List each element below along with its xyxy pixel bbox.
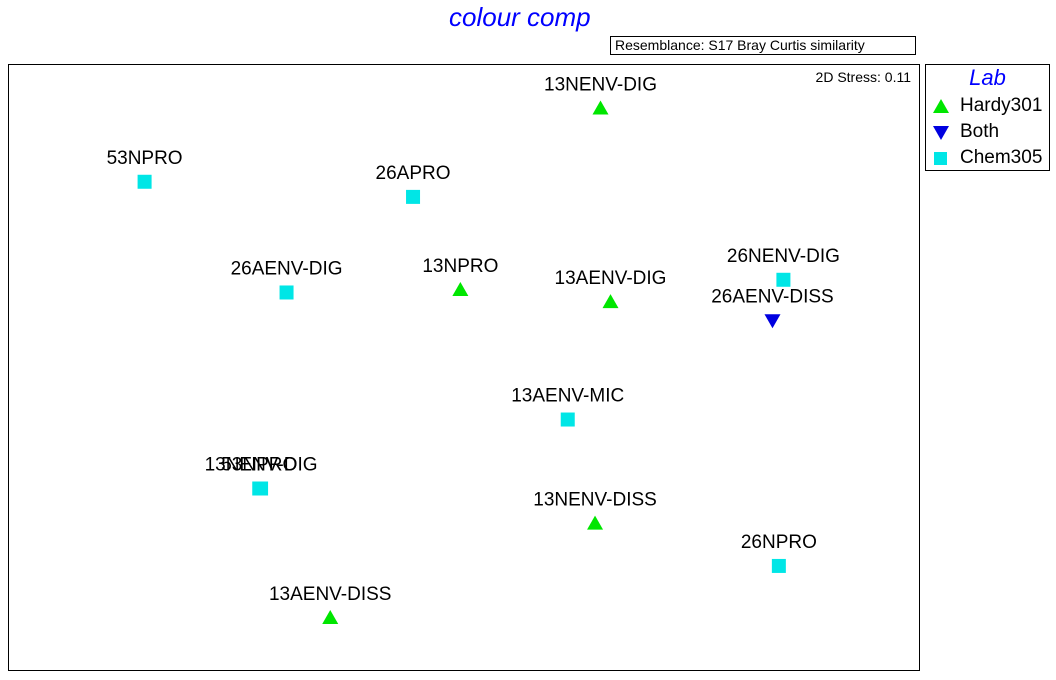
point-label-13nenv-diss: 13NENV-DISS — [533, 490, 657, 511]
point-label-26aenv-dig: 26AENV-DIG — [231, 258, 343, 279]
legend-label: Hardy301 — [960, 95, 1043, 116]
point-chem305-13aenv-mic — [560, 412, 575, 427]
legend-label: Chem305 — [960, 147, 1043, 168]
point-chem305-13nenv-dig — [254, 481, 269, 496]
point-label-13aenv-mic: 13AENV-MIC — [511, 386, 624, 407]
chart-title-text: colour comp — [449, 2, 591, 32]
legend-square-icon — [934, 152, 947, 165]
point-label-13npro: 13NPRO — [422, 256, 498, 277]
point-chem305-26nenv-dig — [776, 272, 791, 287]
point-chem305-26apro — [406, 189, 421, 204]
point-label-53npro: 53NPRO — [221, 455, 297, 476]
point-chem305-53npro — [137, 174, 152, 189]
point-label-13aenv-dig: 13AENV-DIG — [555, 268, 667, 289]
point-label-13nenv-dig: 13NENV-DIG — [205, 455, 318, 476]
point-both-26aenv-diss — [764, 314, 781, 329]
point-label-26apro: 26APRO — [376, 163, 451, 184]
legend-title: Lab — [969, 65, 1006, 90]
point-hardy301-13nenv-diss — [587, 515, 604, 530]
legend: Lab Hardy301 Both Chem305 — [925, 64, 1050, 171]
point-label-13nenv-dig: 13NENV-DIG — [544, 75, 657, 96]
point-label-26aenv-diss: 26AENV-DISS — [711, 286, 834, 307]
scatter-plot: 13NENV-DIG 13NPRO 13AENV-DIG 13NENV-DISS 13A… — [107, 75, 840, 624]
point-hardy301-13npro — [452, 282, 469, 297]
plot-area: 13NENV-DIG 13NPRO 13AENV-DIG 13NENV-DISS 13A… — [8, 64, 920, 671]
legend-triangle-up-icon — [933, 99, 949, 113]
point-chem305-26aenv-dig — [279, 285, 294, 300]
legend-triangle-down-icon — [933, 126, 949, 140]
point-label-26nenv-dig: 26NENV-DIG — [727, 246, 840, 267]
point-label-13aenv-diss: 13AENV-DISS — [269, 584, 392, 605]
point-chem305-26npro — [771, 558, 786, 573]
point-hardy301-13nenv-dig — [592, 100, 609, 115]
stress-label: 2D Stress: 0.11 — [815, 69, 911, 85]
resemblance-box: Resemblance: S17 Bray Curtis similarity — [610, 36, 916, 55]
point-hardy301-13aenv-diss — [322, 609, 339, 624]
point-label-53npro: 53NPRO — [107, 148, 183, 169]
point-hardy301-13aenv-dig — [602, 294, 619, 309]
point-label-26npro: 26NPRO — [741, 532, 817, 553]
legend-label: Both — [960, 121, 1000, 142]
